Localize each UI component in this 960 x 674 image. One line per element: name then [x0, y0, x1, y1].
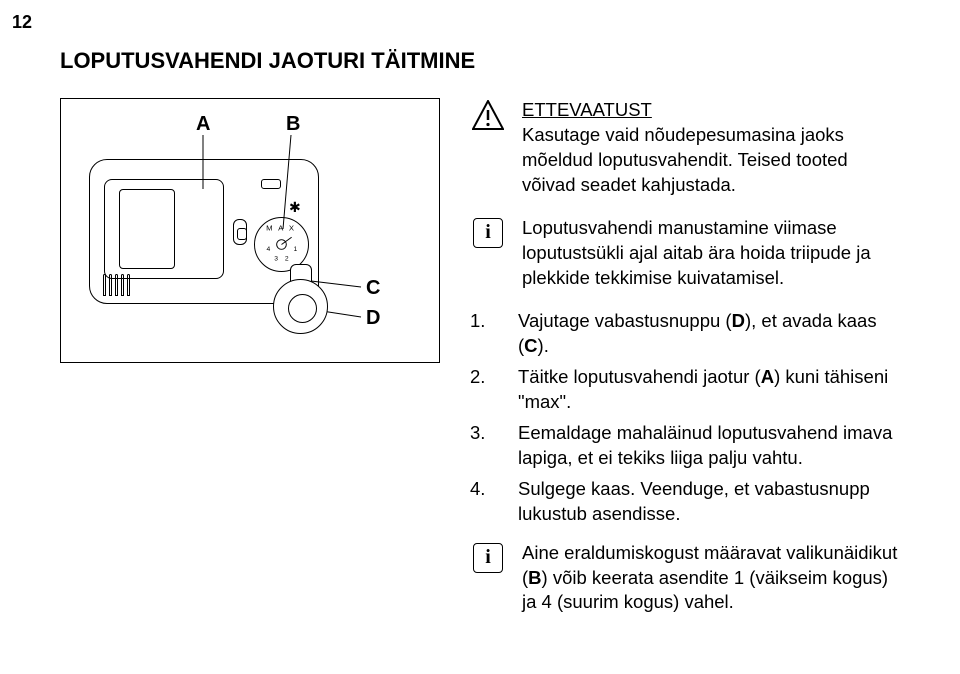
figure-column: A B C D ✱ M A X 4 3: [60, 98, 440, 633]
steps-list: Vajutage vabastusnuppu (D), et avada kaa…: [470, 309, 900, 527]
page-number: 12: [12, 12, 32, 33]
text-column: ETTEVAATUST Kasutage vaid nõudepesumasin…: [470, 98, 900, 633]
figure-label-b: B: [286, 113, 300, 136]
figure-label-a: A: [196, 113, 210, 136]
svg-text:1: 1: [294, 246, 298, 253]
svg-text:2: 2: [285, 255, 289, 262]
info-block-2: i Aine eraldumiskogust määravat valikunä…: [470, 541, 900, 616]
svg-text:M A X: M A X: [266, 224, 296, 233]
info-icon: i: [473, 218, 503, 248]
section-title: LOPUTUSVAHENDI JAOTURI TÄITMINE: [60, 48, 900, 74]
star-icon: ✱: [289, 199, 301, 216]
step-2: Täitke loputusvahendi jaotur (A) kuni tä…: [518, 365, 900, 415]
latch-icon: [233, 219, 247, 245]
dispenser-figure: A B C D ✱ M A X 4 3: [60, 98, 440, 363]
caution-block: ETTEVAATUST Kasutage vaid nõudepesumasin…: [470, 98, 900, 198]
indicator-mark-icon: [261, 179, 281, 189]
content-row: A B C D ✱ M A X 4 3: [60, 98, 900, 633]
caution-icon: [472, 100, 504, 130]
caution-title: ETTEVAATUST: [522, 98, 900, 123]
grill-icon: [103, 274, 130, 296]
info-text-2: Aine eraldumiskogust määravat valikunäid…: [522, 541, 900, 616]
figure-label-c: C: [366, 277, 380, 300]
figure-label-d: D: [366, 307, 380, 330]
cap-knob-icon: [273, 279, 328, 334]
info-block-1: i Loputusvahendi manustamine viimase lop…: [470, 216, 900, 291]
info-text-1: Loputusvahendi manustamine viimase loput…: [522, 216, 900, 291]
step-3: Eemaldage mahaläinud loputusvahend imava…: [518, 421, 900, 471]
step-1: Vajutage vabastusnuppu (D), et avada kaa…: [518, 309, 900, 359]
lid-inner-icon: [119, 189, 175, 269]
step-4: Sulgege kaas. Veenduge, et vabastusnupp …: [518, 477, 900, 527]
caution-body: Kasutage vaid nõudepesumasina jaoks mõel…: [522, 123, 900, 198]
svg-text:4: 4: [267, 246, 271, 253]
svg-text:3: 3: [274, 255, 278, 262]
info-icon: i: [473, 543, 503, 573]
